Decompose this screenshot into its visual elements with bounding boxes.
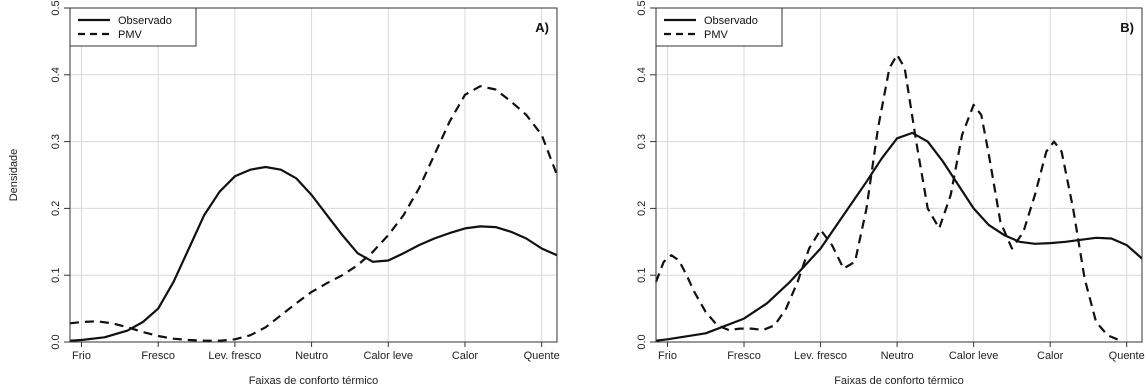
y-tick-label: 0.1 xyxy=(636,268,648,283)
x-tick-label: Lev. fresco xyxy=(794,350,847,362)
panel-label: A) xyxy=(535,20,549,35)
legend-box xyxy=(655,7,783,47)
panel-a: 0.0 0.1 0.2 0.3 0.4 0.5 Frio Fresco Lev. fresco N… xyxy=(8,0,560,387)
legend-label-pmv: PMV xyxy=(118,29,143,41)
x-tick-label: Frio xyxy=(72,350,91,362)
y-tick-label: 0.5 xyxy=(50,0,62,15)
x-tick-label: Calor xyxy=(1037,350,1064,362)
x-tick-label: Quente xyxy=(1109,350,1145,362)
panel-b: 0.0 0.1 0.2 0.3 0.4 0.5 Frio Fresco Lev. fresco N… xyxy=(636,0,1145,387)
y-tick-label: 0.2 xyxy=(636,201,648,216)
x-tick-label: Fresco xyxy=(141,350,175,362)
y-tick-label: 0.1 xyxy=(50,268,62,283)
y-tick-label: 0.0 xyxy=(636,334,648,349)
y-tick-label: 0.3 xyxy=(636,134,648,149)
x-tick-label: Neutro xyxy=(295,350,328,362)
legend-label-observado: Observado xyxy=(118,15,172,27)
series-line-observado xyxy=(69,165,558,342)
y-tick-label: 0.0 xyxy=(50,334,62,349)
y-tick-label: 0.3 xyxy=(50,134,62,149)
legend-label-pmv: PMV xyxy=(704,29,729,41)
x-axis-title: Faixas de conforto térmico xyxy=(249,375,379,387)
x-tick-label: Lev. fresco xyxy=(208,350,261,362)
x-tick-label: Neutro xyxy=(881,350,914,362)
y-tick-label: 0.4 xyxy=(50,67,62,82)
plot-frame xyxy=(655,7,1143,343)
x-axis-title: Faixas de conforto térmico xyxy=(834,375,964,387)
x-tick-label: Frio xyxy=(658,350,677,362)
legend: Observado PMV xyxy=(69,7,197,47)
y-tick-label: 0.4 xyxy=(636,67,648,82)
series-line-observado xyxy=(655,131,1143,342)
x-tick-label: Calor xyxy=(452,350,479,362)
x-tick-label: Fresco xyxy=(727,350,761,362)
x-tick-label: Quente xyxy=(524,350,560,362)
y-tick-label: 0.2 xyxy=(50,201,62,216)
x-tick-label: Calor leve xyxy=(949,350,999,362)
legend-label-observado: Observado xyxy=(704,15,758,27)
series-line-pmv xyxy=(69,85,559,342)
x-tick-label: Calor leve xyxy=(364,350,414,362)
y-tick-label: 0.5 xyxy=(636,0,648,15)
panel-label: B) xyxy=(1120,20,1134,35)
plot-frame xyxy=(69,7,558,343)
legend: Observado PMV xyxy=(655,7,783,47)
legend-box xyxy=(69,7,197,47)
y-axis-title: Densidade xyxy=(8,149,20,202)
series-line-pmv xyxy=(654,53,1120,342)
